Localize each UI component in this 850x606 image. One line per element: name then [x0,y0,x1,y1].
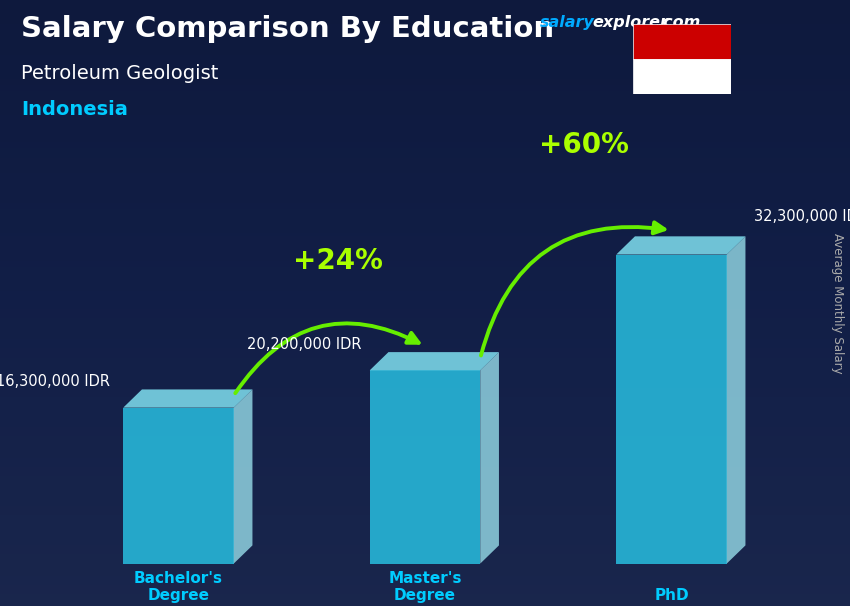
Text: Indonesia: Indonesia [21,100,128,119]
Bar [633,24,731,59]
Text: salary: salary [540,15,594,30]
Text: Petroleum Geologist: Petroleum Geologist [21,64,218,82]
Text: explorer: explorer [592,15,668,30]
Polygon shape [234,390,252,564]
Text: Master's
Degree: Master's Degree [388,571,462,603]
Text: Salary Comparison By Education: Salary Comparison By Education [21,15,554,43]
Polygon shape [123,390,252,408]
Text: 20,200,000 IDR: 20,200,000 IDR [246,337,361,352]
Text: +60%: +60% [540,132,629,159]
Text: PhD: PhD [654,588,688,603]
Bar [633,59,731,94]
Text: 32,300,000 IDR: 32,300,000 IDR [754,209,850,224]
Polygon shape [616,255,727,564]
Polygon shape [727,236,745,564]
Text: Average Monthly Salary: Average Monthly Salary [830,233,844,373]
Polygon shape [370,370,480,564]
Text: +24%: +24% [293,247,382,275]
Polygon shape [616,236,745,255]
Polygon shape [370,352,499,370]
Polygon shape [480,352,499,564]
Text: Bachelor's
Degree: Bachelor's Degree [134,571,223,603]
Text: .com: .com [657,15,700,30]
Polygon shape [123,408,234,564]
Text: 16,300,000 IDR: 16,300,000 IDR [0,375,110,390]
